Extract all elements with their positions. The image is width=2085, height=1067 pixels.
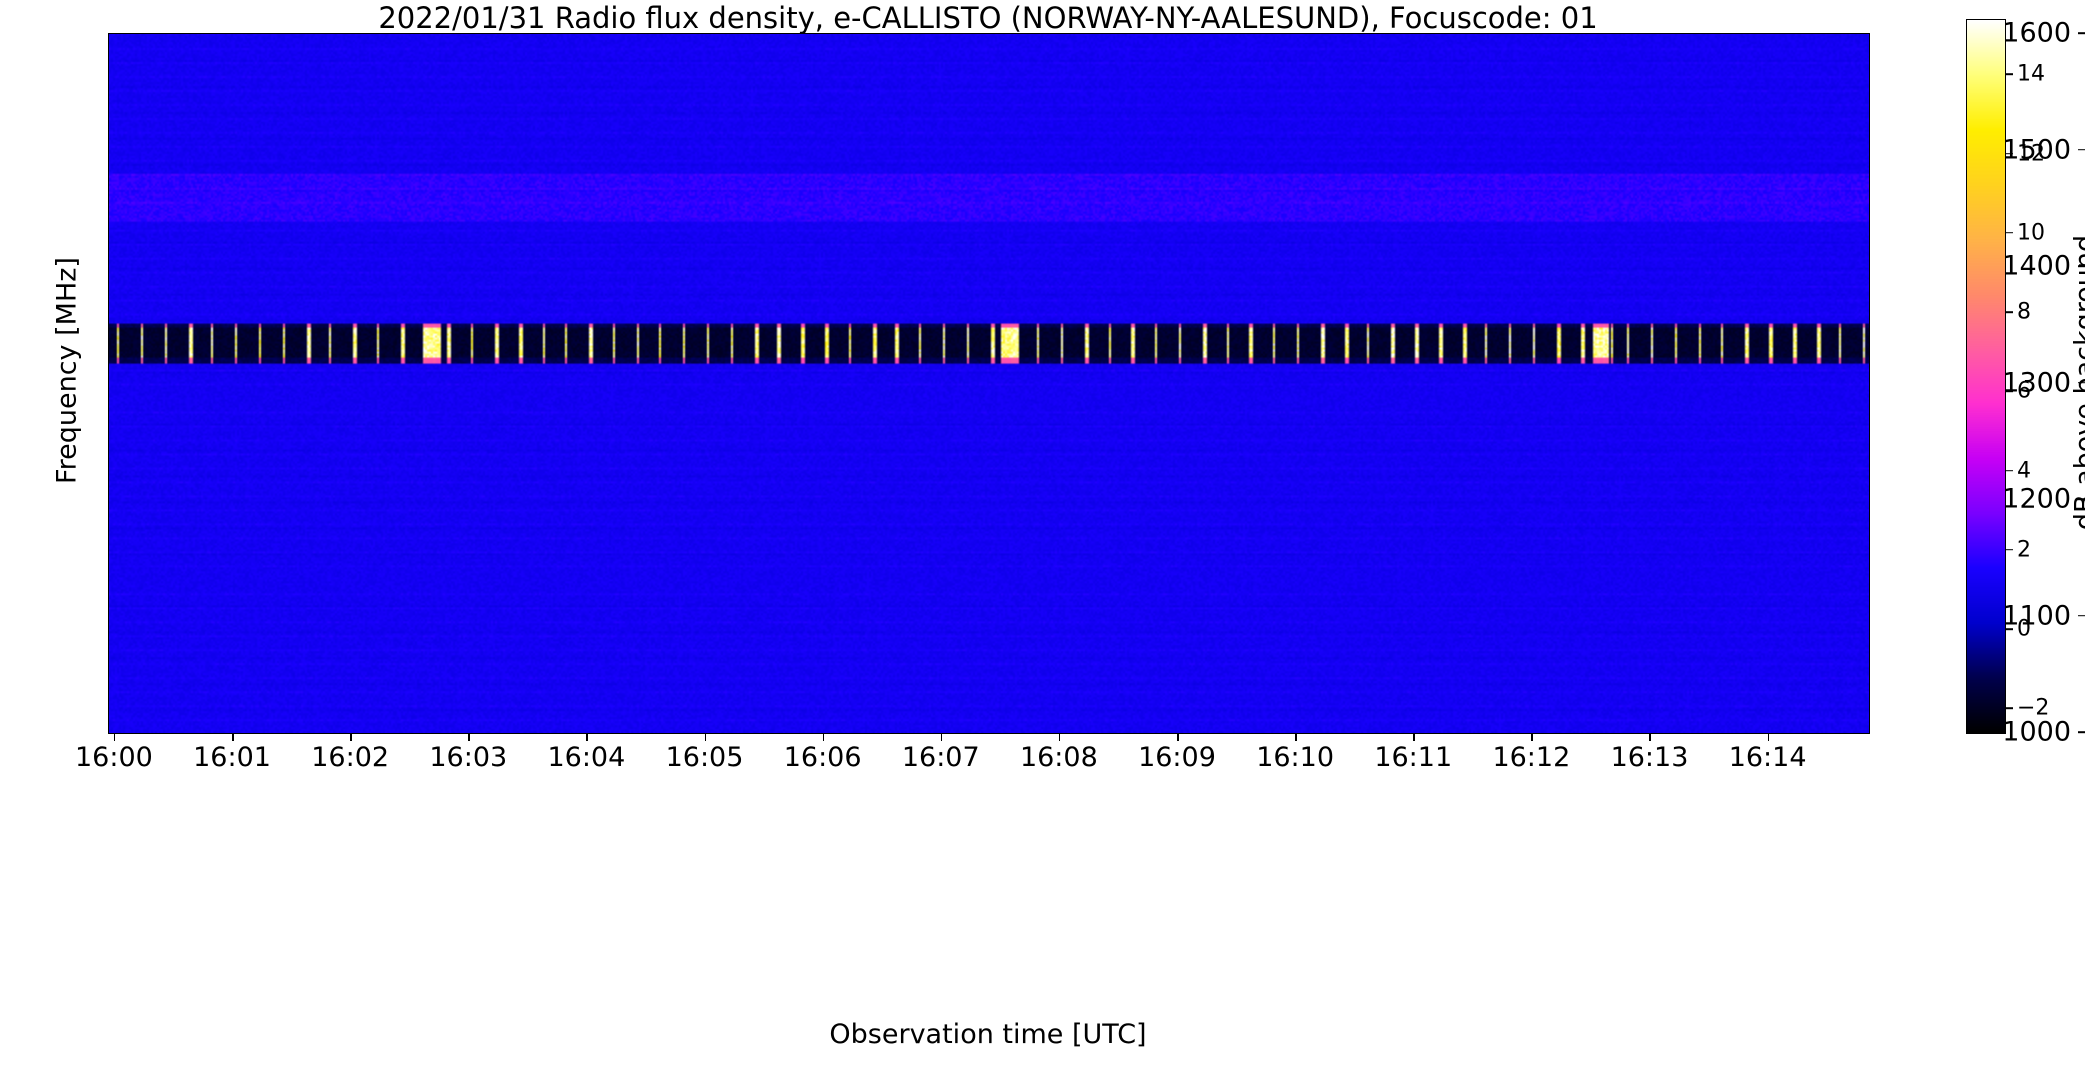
y-tick-mark <box>2078 731 2085 733</box>
y-axis-label: Frequency [MHz] <box>51 257 83 484</box>
x-tick-label: 16:02 <box>311 742 390 773</box>
colorbar-tick-mark <box>2006 232 2013 234</box>
colorbar-tick-label: 2 <box>2017 537 2031 563</box>
colorbar-tick-mark <box>2006 390 2013 393</box>
x-tick-mark <box>468 734 470 741</box>
spectrogram-image <box>109 34 1869 733</box>
y-tick-mark <box>2078 498 2085 500</box>
colorbar-tick-label: −2 <box>2017 695 2050 721</box>
x-tick-mark <box>232 734 234 741</box>
x-tick-label: 16:04 <box>547 742 626 773</box>
y-tick-label: 1600 <box>2002 17 2071 49</box>
y-tick-label: 1500 <box>2002 134 2071 165</box>
colorbar-tick-mark <box>2006 707 2013 710</box>
colorbar-tick-mark <box>2006 469 2013 472</box>
x-tick-label: 16:11 <box>1374 742 1453 773</box>
colorbar-tick-label: 10 <box>2017 220 2045 246</box>
y-tick-label: 1000 <box>2002 716 2071 748</box>
y-tick-label: 1100 <box>2002 600 2071 631</box>
y-tick-label: 1400 <box>2002 250 2071 282</box>
x-tick-mark <box>1649 734 1652 741</box>
x-tick-label: 16:14 <box>1728 742 1807 773</box>
x-axis-label: Observation time [UTC] <box>829 1019 1147 1050</box>
colorbar-tick-mark <box>2006 152 2013 155</box>
colorbar-tick-label: 8 <box>2017 299 2031 325</box>
colorbar-tick-mark <box>2006 311 2013 313</box>
y-tick-label: 1200 <box>2002 483 2071 515</box>
colorbar-tick-label: 4 <box>2017 458 2031 484</box>
x-tick-label: 16:03 <box>429 742 508 773</box>
colorbar-tick-label: 14 <box>2017 61 2045 87</box>
x-tick-mark <box>1295 734 1297 741</box>
colorbar-tick-label: 6 <box>2017 378 2031 404</box>
x-tick-mark <box>113 734 116 741</box>
x-tick-label: 16:00 <box>74 742 153 773</box>
y-tick-mark <box>2078 32 2085 34</box>
x-tick-label: 16:10 <box>1256 742 1335 773</box>
x-tick-label: 16:07 <box>901 742 980 773</box>
x-tick-mark <box>1531 734 1533 741</box>
colorbar-tick-mark <box>2006 73 2013 76</box>
x-tick-mark <box>1176 734 1179 741</box>
colorbar-tick-label: 12 <box>2017 141 2045 167</box>
colorbar-label: dB above background <box>2069 234 2085 531</box>
colorbar-tick-mark <box>2006 628 2013 630</box>
x-tick-label: 16:13 <box>1610 742 1689 773</box>
x-tick-label: 16:12 <box>1492 742 1571 773</box>
chart-title: 2022/01/31 Radio flux density, e-CALLIST… <box>378 1 1598 35</box>
y-tick-mark <box>2078 265 2085 267</box>
x-tick-mark <box>1767 734 1770 741</box>
spectrogram-plot-area <box>108 33 1870 734</box>
x-tick-mark <box>586 734 588 741</box>
colorbar-gradient <box>1967 20 2005 733</box>
y-tick-mark <box>2078 614 2085 617</box>
colorbar <box>1966 19 2006 734</box>
x-tick-label: 16:09 <box>1138 742 1216 773</box>
colorbar-tick-label: 0 <box>2017 616 2031 642</box>
x-tick-mark <box>1413 734 1415 741</box>
x-tick-label: 16:01 <box>193 742 271 773</box>
x-tick-mark <box>350 734 352 741</box>
y-tick-label: 1300 <box>2002 367 2071 398</box>
x-tick-label: 16:05 <box>665 742 744 773</box>
y-tick-mark <box>2078 148 2085 151</box>
x-tick-mark <box>704 734 707 741</box>
colorbar-tick-mark <box>2006 548 2013 551</box>
x-tick-mark <box>822 734 825 741</box>
x-tick-mark <box>1058 734 1061 741</box>
x-tick-mark <box>940 734 943 741</box>
x-tick-label: 16:06 <box>783 742 862 773</box>
x-tick-label: 16:08 <box>1019 742 1098 773</box>
y-tick-mark <box>2078 381 2085 384</box>
